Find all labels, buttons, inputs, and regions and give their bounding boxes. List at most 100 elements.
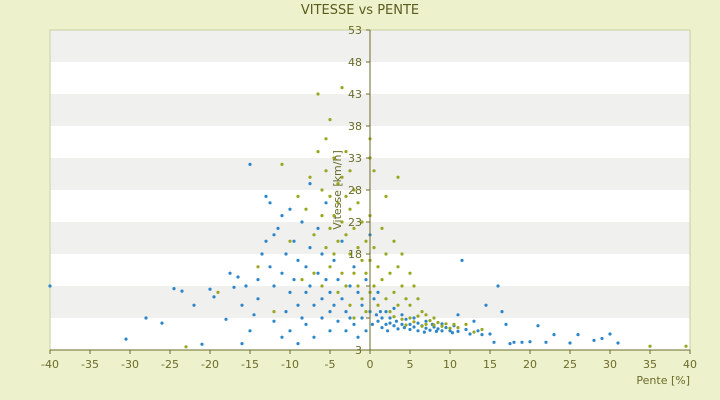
blue-point — [48, 284, 52, 288]
blue-point — [288, 207, 292, 211]
olive-point — [380, 226, 384, 230]
olive-point — [340, 271, 344, 275]
olive-point — [360, 297, 364, 301]
blue-point — [344, 310, 348, 314]
blue-point — [288, 290, 292, 294]
olive-point — [356, 246, 360, 250]
blue-point — [374, 313, 378, 317]
olive-point — [340, 86, 344, 90]
blue-point — [472, 319, 476, 323]
blue-point — [380, 316, 384, 320]
x-tick-label: 20 — [523, 358, 537, 371]
olive-point — [304, 207, 308, 211]
olive-point — [340, 175, 344, 179]
blue-point — [272, 284, 276, 288]
blue-point — [384, 310, 388, 314]
olive-point — [372, 284, 376, 288]
olive-point — [416, 314, 420, 318]
olive-point — [336, 239, 340, 243]
blue-point — [344, 329, 348, 333]
y-tick-label: 38 — [348, 120, 362, 133]
blue-point — [416, 321, 420, 325]
blue-point — [396, 327, 400, 331]
blue-point — [348, 284, 352, 288]
olive-point — [404, 297, 408, 301]
olive-point — [344, 194, 348, 198]
olive-point — [336, 182, 340, 186]
blue-point — [364, 278, 368, 282]
chart-title: VITESSE vs PENTE — [301, 3, 419, 18]
x-tick-label: -5 — [325, 358, 336, 371]
olive-point — [324, 169, 328, 173]
olive-point — [416, 297, 420, 301]
olive-point — [356, 201, 360, 205]
olive-point — [320, 284, 324, 288]
blue-point — [228, 271, 232, 275]
blue-point — [416, 329, 420, 333]
blue-point — [376, 290, 380, 294]
olive-point — [456, 326, 460, 330]
olive-point — [328, 226, 332, 230]
x-tick-label: 5 — [407, 358, 414, 371]
blue-point — [404, 317, 408, 321]
y-tick-label: 53 — [348, 24, 362, 37]
x-tick-label: -15 — [241, 358, 259, 371]
tick-labels: -40 -35 -30 -25 -20 -15 -10 -5 0 5 10 15 20 25 30 35 40 3… — [41, 24, 697, 371]
x-tick-label: 15 — [483, 358, 497, 371]
olive-point — [392, 290, 396, 294]
olive-point — [424, 322, 428, 326]
olive-point — [428, 319, 432, 323]
y-tick-label: 3 — [355, 344, 362, 357]
olive-point — [444, 322, 448, 326]
olive-point — [324, 137, 328, 141]
blue-point — [460, 258, 464, 262]
y-tick-label: 48 — [348, 56, 362, 69]
olive-point — [312, 271, 316, 275]
olive-point — [380, 278, 384, 282]
blue-point — [364, 329, 368, 333]
olive-point — [364, 310, 368, 314]
olive-point — [400, 284, 404, 288]
olive-point — [448, 326, 452, 330]
blue-point — [500, 310, 504, 314]
blue-point — [484, 303, 488, 307]
olive-point — [256, 265, 260, 269]
y-tick-label: 43 — [348, 88, 362, 101]
blue-point — [212, 295, 216, 299]
olive-point — [384, 252, 388, 256]
blue-point — [312, 335, 316, 339]
blue-point — [434, 329, 438, 333]
x-tick-label: -30 — [121, 358, 139, 371]
blue-point — [340, 239, 344, 243]
blue-point — [280, 214, 284, 218]
blue-point — [328, 329, 332, 333]
x-tick-label: 40 — [683, 358, 697, 371]
blue-point — [124, 337, 128, 341]
olive-point — [384, 297, 388, 301]
olive-point — [432, 316, 436, 320]
blue-point — [476, 329, 480, 333]
blue-point — [378, 310, 382, 314]
olive-point — [388, 310, 392, 314]
blue-point — [616, 341, 620, 345]
olive-point — [348, 303, 352, 307]
blue-point — [450, 331, 454, 335]
olive-point — [296, 194, 300, 198]
olive-point — [396, 265, 400, 269]
blue-point — [372, 297, 376, 301]
olive-point — [320, 214, 324, 218]
olive-point — [464, 322, 468, 326]
blue-point — [440, 322, 444, 326]
olive-point — [408, 271, 412, 275]
olive-point — [420, 310, 424, 314]
blue-point — [392, 324, 396, 328]
olive-point — [184, 345, 188, 349]
olive-point — [472, 330, 476, 334]
blue-point — [284, 310, 288, 314]
blue-point — [408, 322, 412, 326]
blue-point — [468, 332, 472, 336]
blue-point — [456, 329, 460, 333]
olive-point — [352, 316, 356, 320]
olive-point — [384, 194, 388, 198]
